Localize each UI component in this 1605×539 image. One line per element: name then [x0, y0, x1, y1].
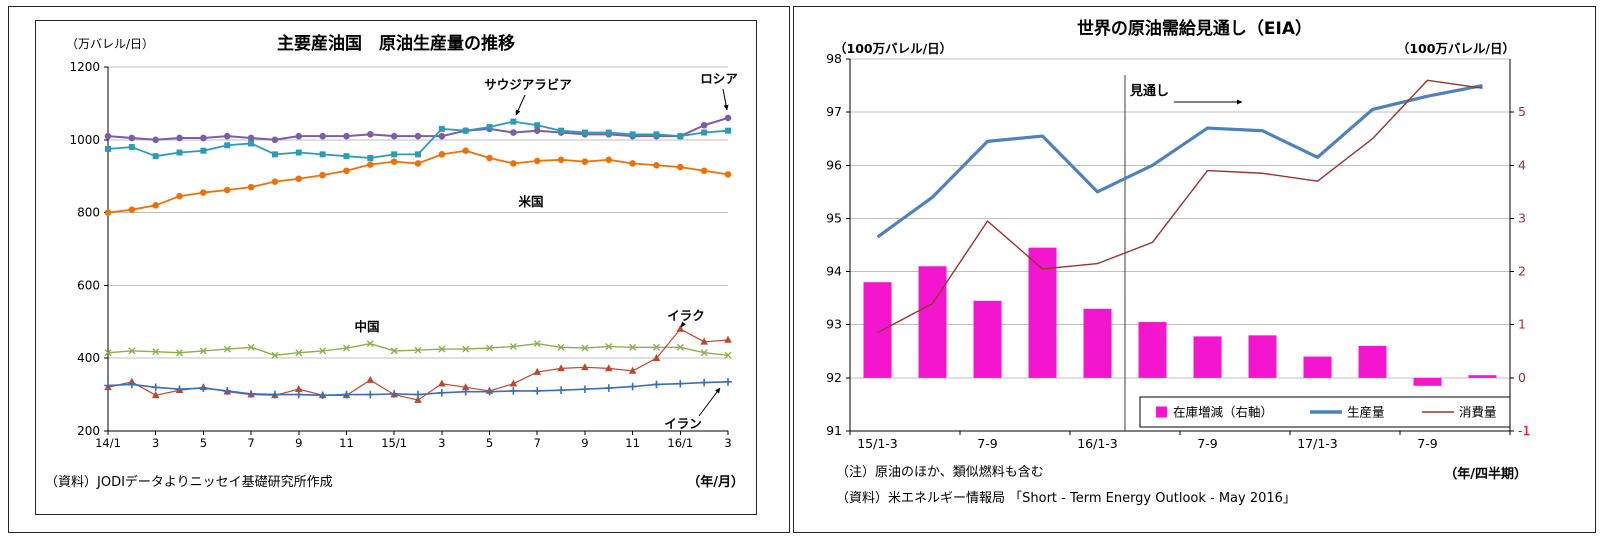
svg-text:イラン: イラン — [664, 416, 702, 431]
svg-text:見通し: 見通し — [1129, 83, 1169, 99]
svg-text:ロシア: ロシア — [700, 71, 738, 86]
svg-text:サウジアラビア: サウジアラビア — [484, 77, 572, 92]
svg-text:在庫増減（右軸）: 在庫増減（右軸） — [1173, 405, 1273, 420]
production-y-axis-unit: （万バレル/日） — [66, 37, 155, 51]
svg-text:消費量: 消費量 — [1459, 405, 1497, 420]
svg-text:15/1: 15/1 — [381, 436, 407, 450]
svg-text:600: 600 — [77, 278, 100, 292]
svg-text:4: 4 — [1518, 157, 1526, 172]
svg-text:1: 1 — [1518, 317, 1526, 332]
svg-text:中国: 中国 — [354, 319, 379, 334]
svg-text:16/1: 16/1 — [667, 436, 693, 450]
production-chart-canvas: 200 400 600 800 1000 1200 14/1 3 5 7 9 11 15/1 3 5 7 9 11… — [69, 60, 738, 450]
svg-text:91: 91 — [826, 423, 842, 438]
outlook-note: （注）原油のほか、類似燃料も含む — [836, 465, 1044, 480]
svg-text:17/1-3: 17/1-3 — [1297, 436, 1338, 451]
svg-text:94: 94 — [826, 264, 842, 279]
svg-text:イラク: イラク — [667, 308, 705, 323]
svg-text:98: 98 — [826, 51, 842, 66]
outlook-source-note: （資料）米エネルギー情報局 「Short - Term Energy Outlo… — [836, 491, 1296, 506]
svg-text:9: 9 — [295, 436, 302, 450]
svg-text:7-9: 7-9 — [977, 436, 997, 451]
production-chart-panel: 200 400 600 800 1000 1200 14/1 3 5 7 9 11 15/1 3 5 7 9 11… — [8, 6, 790, 533]
production-chart-frame: 200 400 600 800 1000 1200 14/1 3 5 7 9 11 15/1 3 5 7 9 11… — [35, 20, 757, 515]
svg-text:800: 800 — [77, 206, 100, 220]
svg-text:9: 9 — [581, 436, 588, 450]
svg-text:2: 2 — [1518, 264, 1526, 279]
svg-text:97: 97 — [826, 104, 842, 119]
svg-text:200: 200 — [77, 424, 100, 438]
outlook-left-axis-unit: （100万バレル/日） — [834, 41, 953, 56]
svg-text:7-9: 7-9 — [1417, 436, 1437, 451]
svg-text:5: 5 — [486, 436, 493, 450]
svg-text:0: 0 — [1518, 370, 1526, 385]
outlook-chart-title: 世界の原油需給見通し（EIA） — [1076, 19, 1313, 39]
svg-text:3: 3 — [1518, 210, 1526, 225]
svg-text:3: 3 — [724, 436, 731, 450]
svg-text:92: 92 — [826, 370, 842, 385]
svg-text:1000: 1000 — [69, 133, 100, 147]
outlook-chart-panel: 91 92 93 94 95 96 97 98 -1 0 1 2 3 4 5 15/1-3 7-9 16/1-3 7… — [793, 6, 1596, 533]
production-chart-title: 主要産油国 原油生産量の推移 — [277, 34, 515, 54]
svg-text:93: 93 — [826, 317, 842, 332]
svg-text:7: 7 — [247, 436, 254, 450]
svg-text:15/1-3: 15/1-3 — [857, 436, 898, 451]
svg-text:3: 3 — [152, 436, 159, 450]
outlook-right-axis-unit: （100万バレル/日） — [1396, 41, 1515, 56]
svg-text:14/1: 14/1 — [95, 436, 121, 450]
production-source-note: （資料）JODIデータよりニッセイ基礎研究所作成 — [45, 475, 333, 490]
svg-text:400: 400 — [77, 351, 100, 365]
svg-text:生産量: 生産量 — [1347, 405, 1385, 420]
svg-text:11: 11 — [339, 436, 354, 450]
svg-text:3: 3 — [438, 436, 445, 450]
outlook-chart-canvas: 91 92 93 94 95 96 97 98 -1 0 1 2 3 4 5 15/1-3 7-9 16/1-3 7… — [826, 51, 1530, 451]
outlook-x-axis-unit: （年/四半期） — [1444, 467, 1527, 482]
svg-text:米国: 米国 — [517, 194, 543, 209]
svg-text:-1: -1 — [1518, 423, 1530, 438]
svg-text:5: 5 — [1518, 104, 1526, 119]
production-x-axis-unit: （年/月） — [687, 475, 744, 490]
svg-text:7: 7 — [534, 436, 541, 450]
svg-text:11: 11 — [625, 436, 640, 450]
svg-text:1200: 1200 — [69, 60, 100, 74]
svg-text:16/1-3: 16/1-3 — [1077, 436, 1118, 451]
svg-text:7-9: 7-9 — [1197, 436, 1217, 451]
svg-text:95: 95 — [826, 210, 842, 225]
svg-text:5: 5 — [200, 436, 207, 450]
svg-text:96: 96 — [826, 157, 842, 172]
